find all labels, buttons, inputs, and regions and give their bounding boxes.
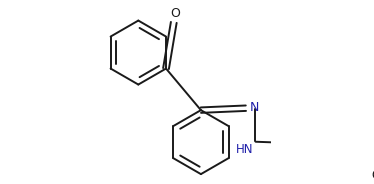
Text: HN: HN (236, 143, 254, 156)
Text: O: O (170, 6, 180, 20)
Text: N: N (250, 101, 259, 114)
Text: Cl: Cl (371, 169, 374, 182)
